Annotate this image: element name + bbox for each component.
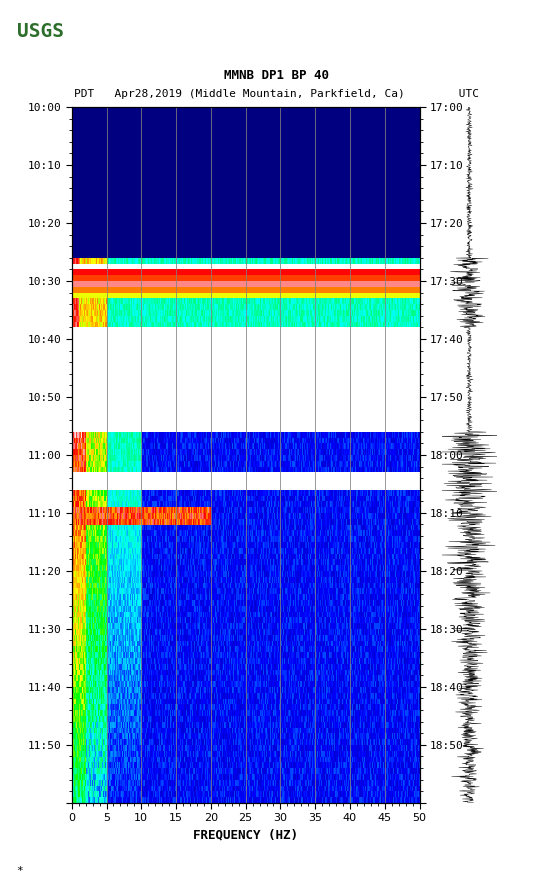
Text: *: * xyxy=(17,866,23,876)
X-axis label: FREQUENCY (HZ): FREQUENCY (HZ) xyxy=(193,829,298,842)
Text: PDT   Apr28,2019 (Middle Mountain, Parkfield, Ca)        UTC: PDT Apr28,2019 (Middle Mountain, Parkfie… xyxy=(73,88,479,99)
Text: USGS: USGS xyxy=(17,21,63,41)
Text: MMNB DP1 BP 40: MMNB DP1 BP 40 xyxy=(224,70,328,82)
